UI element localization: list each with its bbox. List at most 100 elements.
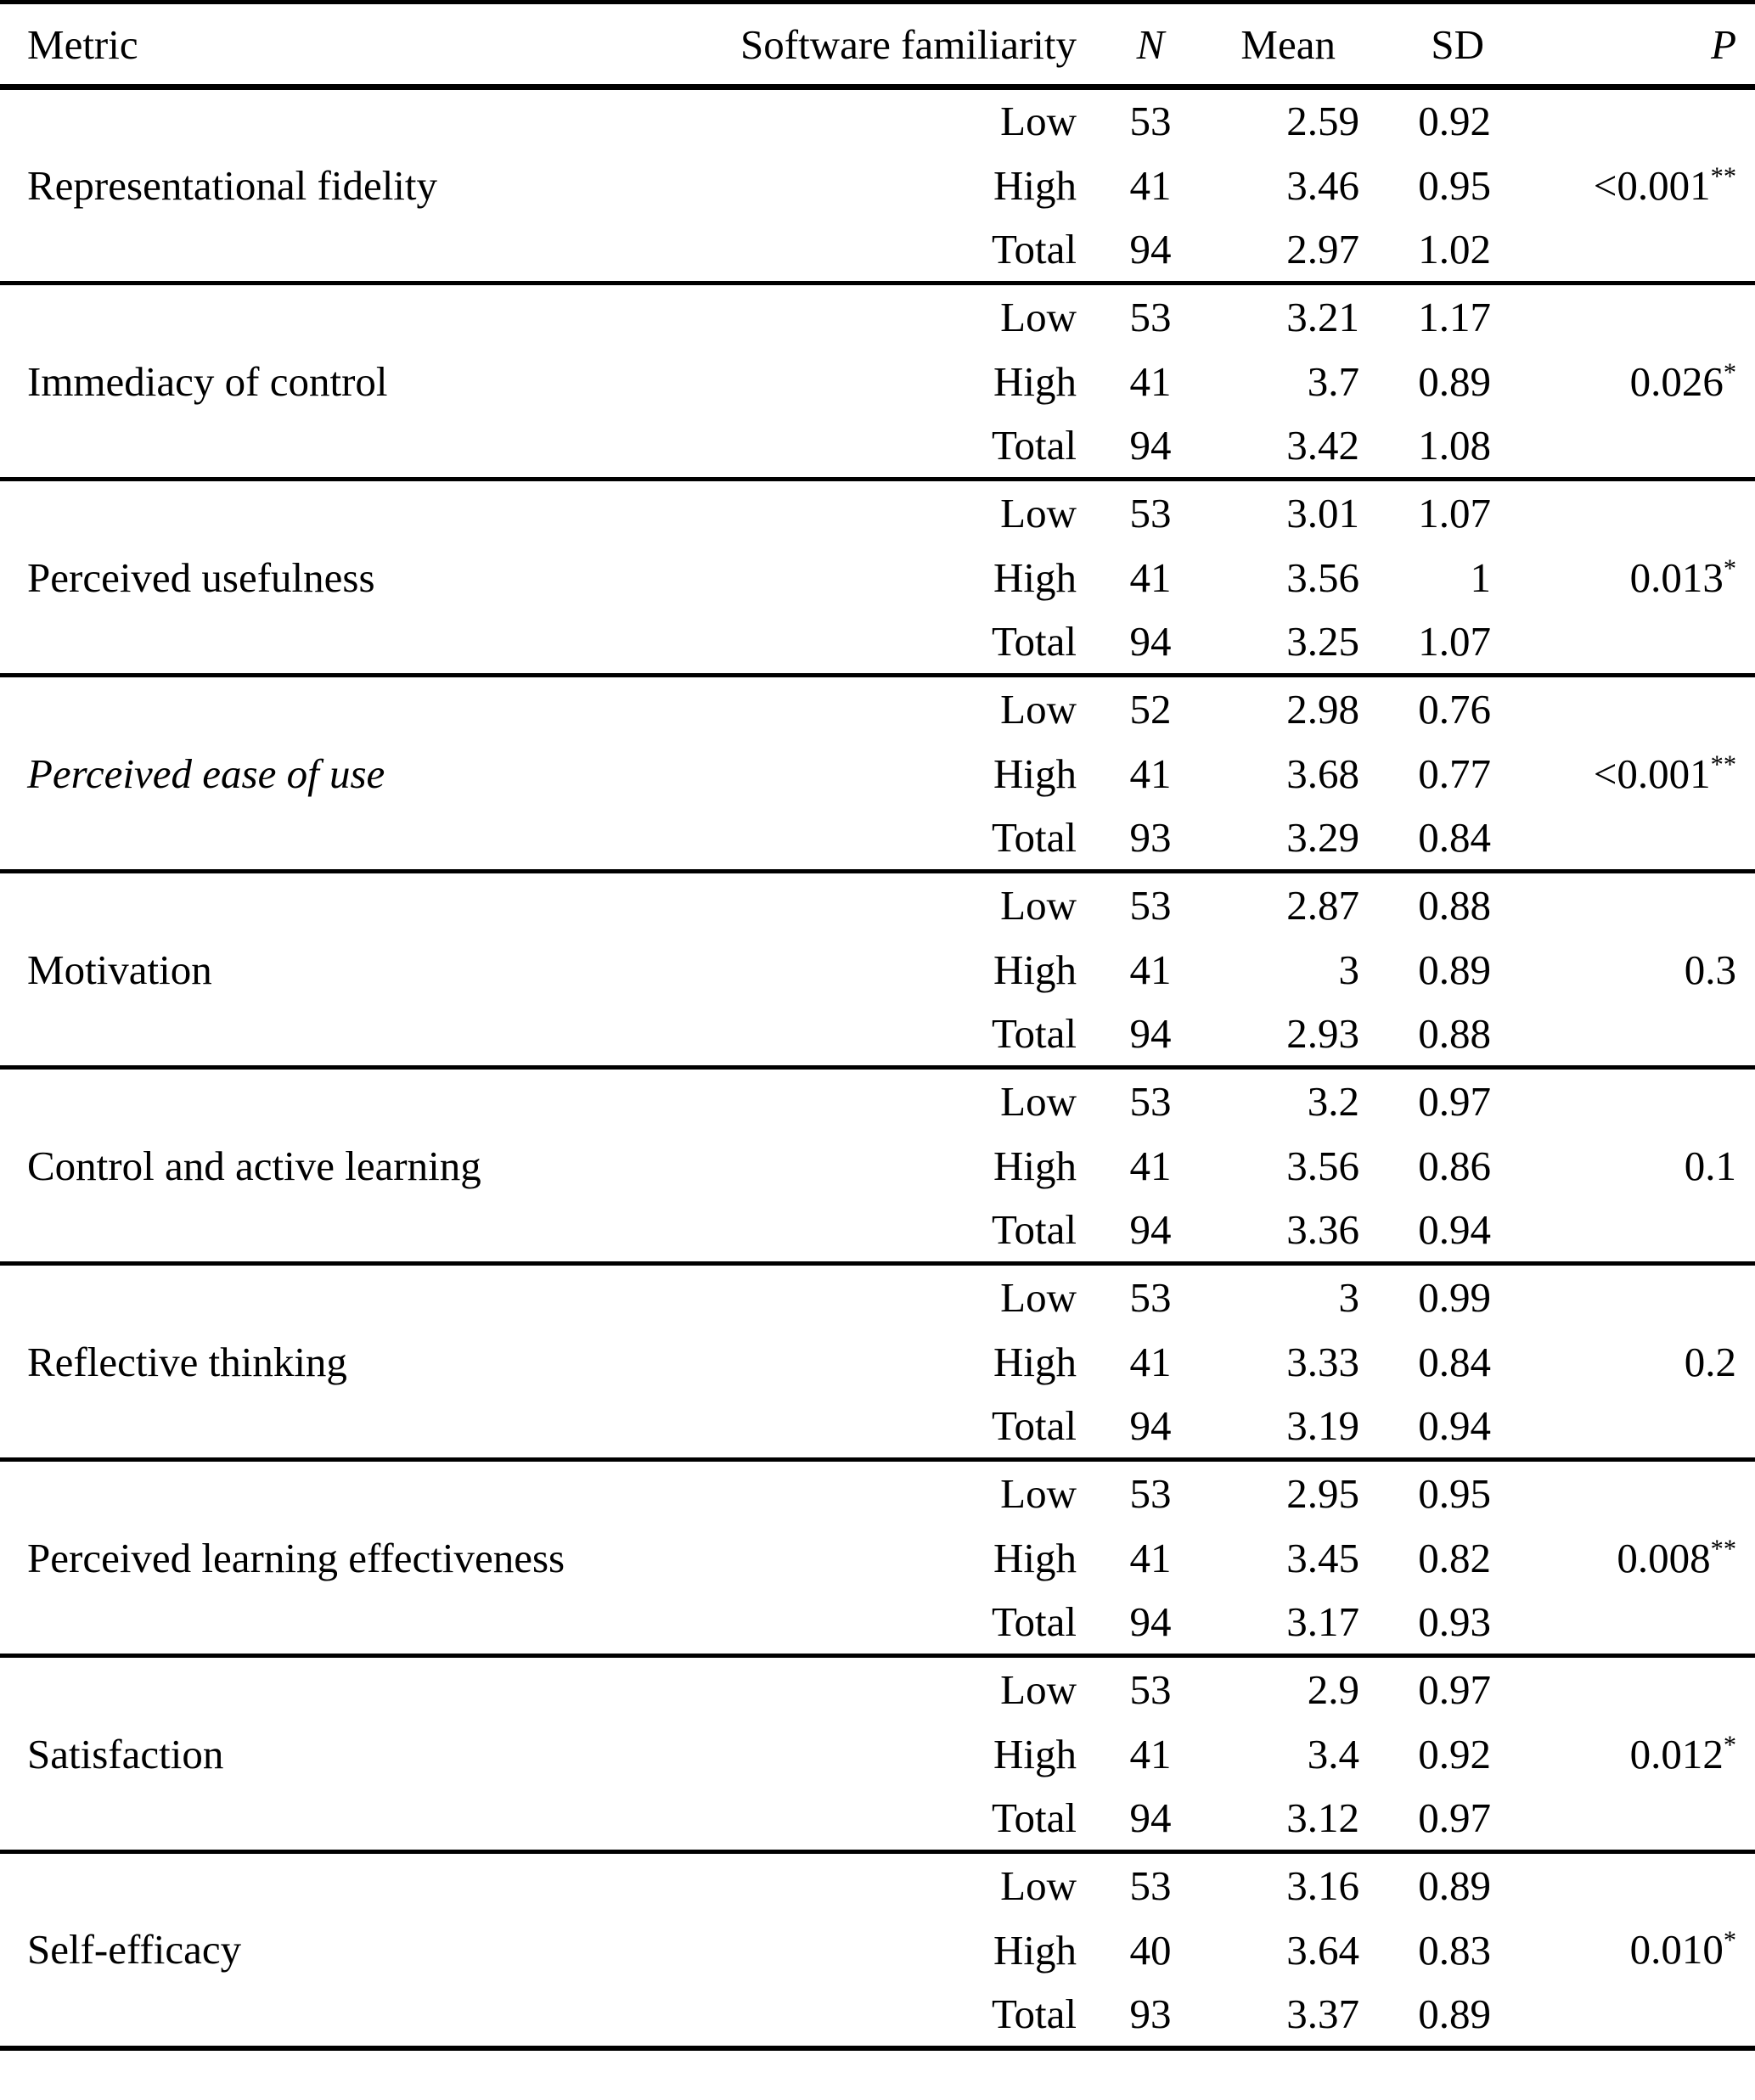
sd-cell: 0.77 [1418,750,1491,797]
data-row: Total 94 3.19 0.94 [0,1395,1755,1460]
mean-cell: 2.97 [1286,226,1359,273]
sd-cell: 0.89 [1418,1991,1491,2037]
mean-cell: 3.42 [1286,422,1359,469]
mean-cell: 3.01 [1286,489,1359,536]
data-row: Total 94 3.36 0.94 [0,1199,1755,1264]
n-cell: 41 [1129,1534,1172,1581]
sd-cell: 1 [1470,553,1492,601]
n-cell: 53 [1129,1665,1172,1713]
p-value-cell: 0.1 [1494,1068,1755,1264]
n-cell: 53 [1129,293,1172,340]
familiarity-cell: Total [992,814,1077,862]
data-row: Satisfaction Low 53 2.9 0.97 0.012* [0,1656,1755,1775]
familiarity-cell: Low [1000,1861,1077,1909]
n-cell: 53 [1129,1077,1172,1125]
significance-marker: * [1723,553,1736,583]
significance-marker: ** [1710,161,1736,191]
data-row: High 41 3.46 0.95 [0,153,1755,218]
metric-section: Satisfaction Low 53 2.9 0.97 0.012* High 41 3.4 0… [0,1655,1755,1852]
metric-name: Self-efficacy [27,1926,242,1974]
n-cell: 94 [1129,1402,1172,1450]
mean-cell: 2.93 [1286,1010,1359,1058]
significance-marker: * [1723,357,1736,387]
p-value: 0.026 [1629,357,1724,405]
data-row: Immediacy of control Low 53 3.21 1.17 0.026* [0,284,1755,402]
data-row: High 40 3.64 0.83 [0,1918,1755,1983]
column-header-mean: Mean [1223,2,1363,90]
sd-cell: 0.92 [1418,1730,1491,1777]
data-row: Motivation Low 53 2.87 0.88 0.3 [0,872,1755,991]
p-value: 0.013 [1629,553,1724,601]
sd-cell: 0.84 [1418,814,1491,862]
column-header-p: P [1494,2,1755,90]
metric-name: Motivation [27,946,212,993]
n-cell: 94 [1129,226,1172,273]
sd-cell: 0.83 [1418,1926,1491,1974]
metric-name: Perceived ease of use [27,750,385,797]
mean-cell: 3.46 [1286,161,1359,209]
n-cell: 94 [1129,422,1172,469]
metric-name: Perceived usefulness [27,553,375,601]
sd-cell: 0.95 [1418,161,1491,209]
n-cell: 53 [1129,1469,1172,1517]
sd-cell: 0.93 [1418,1598,1491,1646]
data-row: High 41 3.7 0.89 [0,349,1755,414]
data-row: Total 93 3.29 0.84 [0,806,1755,872]
mean-cell: 3.56 [1286,1142,1359,1189]
metric-section: Immediacy of control Low 53 3.21 1.17 0.026* H… [0,283,1755,480]
familiarity-cell: Total [992,618,1077,665]
familiarity-cell: High [993,750,1077,797]
p-value-cell: 0.026* [1494,284,1755,480]
metric-section: Motivation Low 53 2.87 0.88 0.3 High 41 3 0.89 Tot… [0,871,1755,1068]
n-cell: 94 [1129,1206,1172,1254]
n-cell: 53 [1129,489,1172,536]
p-value: 0.012 [1629,1730,1724,1777]
familiarity-cell: Low [1000,1077,1077,1125]
data-row: High 41 3.45 0.82 [0,1525,1755,1591]
familiarity-cell: Low [1000,293,1077,340]
familiarity-cell: Total [992,1794,1077,1842]
familiarity-cell: Low [1000,685,1077,733]
significance-marker: * [1723,1730,1736,1760]
p-value: 0.3 [1684,946,1736,993]
data-row: Total 94 3.17 0.93 [0,1591,1755,1656]
n-cell: 41 [1129,161,1172,209]
mean-cell: 3.16 [1286,1861,1359,1909]
column-header-sd: SD [1363,2,1494,90]
familiarity-cell: Total [992,1402,1077,1450]
sd-cell: 0.89 [1418,357,1491,405]
n-cell: 93 [1129,1991,1172,2037]
p-value-cell: <0.001** [1494,676,1755,872]
metric-section: Control and active learning Low 53 3.2 0.97 0… [0,1067,1755,1264]
p-value: <0.001 [1593,750,1711,797]
data-row: Representational fidelity Low 53 2.59 0.92 <0… [0,87,1755,206]
sd-cell: 0.95 [1418,1469,1491,1517]
familiarity-cell: Low [1000,881,1077,929]
mean-cell: 3.45 [1286,1534,1359,1581]
data-row: Control and active learning Low 53 3.2 0.97 0… [0,1068,1755,1187]
mean-cell: 3.29 [1286,814,1359,862]
mean-cell: 3.17 [1286,1598,1359,1646]
mean-cell: 3 [1338,1273,1360,1321]
data-row: Reflective thinking Low 53 3 0.99 0.2 [0,1264,1755,1383]
mean-cell: 3.2 [1307,1077,1359,1125]
familiarity-cell: High [993,1926,1077,1974]
significance-marker: * [1723,1925,1736,1955]
mean-cell: 3 [1338,946,1360,993]
metric-name: Perceived learning effectiveness [27,1534,565,1581]
data-row: Total 94 2.93 0.88 [0,1002,1755,1068]
n-cell: 41 [1129,1730,1172,1777]
sd-cell: 0.94 [1418,1402,1491,1450]
n-cell: 41 [1129,1142,1172,1189]
metric-section: Perceived usefulness Low 53 3.01 1.07 0.013* H… [0,479,1755,676]
mean-cell: 3.21 [1286,293,1359,340]
metric-section: Perceived learning effectiveness Low 53 2.9… [0,1459,1755,1656]
n-cell: 41 [1129,553,1172,601]
familiarity-cell: High [993,1142,1077,1189]
mean-cell: 3.64 [1286,1926,1359,1974]
p-value-cell: 0.010* [1494,1852,1755,2048]
header-row: Metric Software familiarity N Mean SD P [0,2,1755,90]
mean-cell: 3.25 [1286,618,1359,665]
p-value-cell: <0.001** [1494,87,1755,284]
familiarity-cell: High [993,161,1077,209]
